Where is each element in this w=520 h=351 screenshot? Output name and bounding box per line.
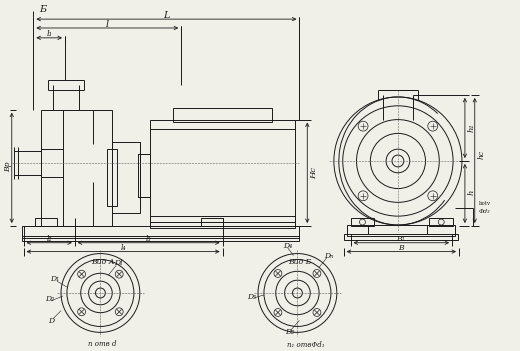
Text: D₂: D₂: [45, 295, 54, 303]
Bar: [430, 218, 453, 226]
Bar: [173, 108, 272, 121]
Bar: [350, 218, 374, 226]
Bar: [41, 110, 112, 226]
Text: hс: hс: [478, 150, 486, 159]
Text: l₂: l₂: [46, 235, 52, 243]
Bar: [112, 142, 140, 213]
Bar: [344, 234, 458, 240]
Text: D: D: [48, 317, 54, 325]
Text: n₁ отвΦd₁: n₁ отвΦd₁: [287, 341, 324, 349]
Bar: [201, 218, 223, 226]
Text: Hс: Hс: [310, 167, 318, 179]
Text: h: h: [468, 190, 476, 195]
Text: botv: botv: [478, 201, 491, 206]
Text: l₄: l₄: [120, 244, 126, 252]
Text: l₁: l₁: [46, 30, 52, 38]
Text: n отв d: n отв d: [88, 340, 116, 348]
Text: Dl: Dl: [114, 259, 123, 267]
Text: D₄: D₄: [283, 242, 292, 250]
Text: l: l: [106, 20, 109, 28]
Text: D₃: D₃: [285, 329, 294, 336]
Bar: [138, 154, 150, 197]
Text: Вид А: Вид А: [90, 258, 114, 266]
Bar: [22, 236, 300, 241]
Text: B: B: [398, 244, 404, 252]
Bar: [150, 120, 295, 226]
Text: Dₙ: Dₙ: [324, 252, 334, 259]
Text: D₁: D₁: [50, 275, 60, 283]
Text: h₁: h₁: [468, 123, 476, 132]
Text: Вр: Вр: [4, 161, 12, 172]
Bar: [35, 218, 57, 226]
Bar: [150, 222, 295, 228]
Bar: [347, 225, 455, 236]
Text: B₁: B₁: [397, 235, 405, 243]
Text: Φd₃: Φd₃: [479, 209, 490, 214]
Text: D₅: D₅: [248, 293, 257, 301]
Text: l₃: l₃: [146, 235, 151, 243]
Bar: [107, 149, 117, 206]
Text: L: L: [163, 11, 170, 20]
Bar: [22, 226, 300, 238]
Text: Вид Б: Вид Б: [288, 258, 311, 266]
Text: Б: Б: [40, 5, 46, 14]
